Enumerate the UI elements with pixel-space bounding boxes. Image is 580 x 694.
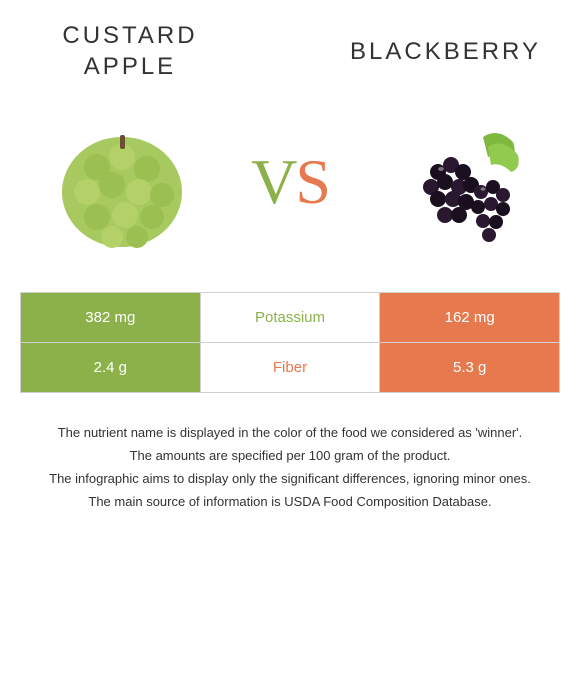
vs-s-letter: S <box>295 146 329 217</box>
note-line-1: The nutrient name is displayed in the co… <box>30 423 550 444</box>
vs-v-letter: V <box>251 146 295 217</box>
vs-label: VS <box>251 145 329 219</box>
left-food-title: Custard apple <box>50 20 210 82</box>
nutrient-table: 382 mg Potassium 162 mg 2.4 g Fiber 5.3 … <box>20 292 560 393</box>
potassium-left-value: 382 mg <box>21 293 201 343</box>
custard-apple-image <box>47 107 197 257</box>
right-food-title: Blackberry <box>350 36 530 67</box>
note-line-4: The main source of information is USDA F… <box>30 492 550 513</box>
table-row: 2.4 g Fiber 5.3 g <box>21 343 560 393</box>
fiber-left-value: 2.4 g <box>21 343 201 393</box>
notes-section: The nutrient name is displayed in the co… <box>0 393 580 534</box>
potassium-label: Potassium <box>200 293 380 343</box>
note-line-2: The amounts are specified per 100 gram o… <box>30 446 550 467</box>
note-line-3: The infographic aims to display only the… <box>30 469 550 490</box>
images-row: VS <box>0 92 580 292</box>
table-row: 382 mg Potassium 162 mg <box>21 293 560 343</box>
header-row: Custard apple Blackberry <box>0 0 580 92</box>
blackberry-image <box>383 107 533 257</box>
fiber-right-value: 5.3 g <box>380 343 560 393</box>
potassium-right-value: 162 mg <box>380 293 560 343</box>
fiber-label: Fiber <box>200 343 380 393</box>
